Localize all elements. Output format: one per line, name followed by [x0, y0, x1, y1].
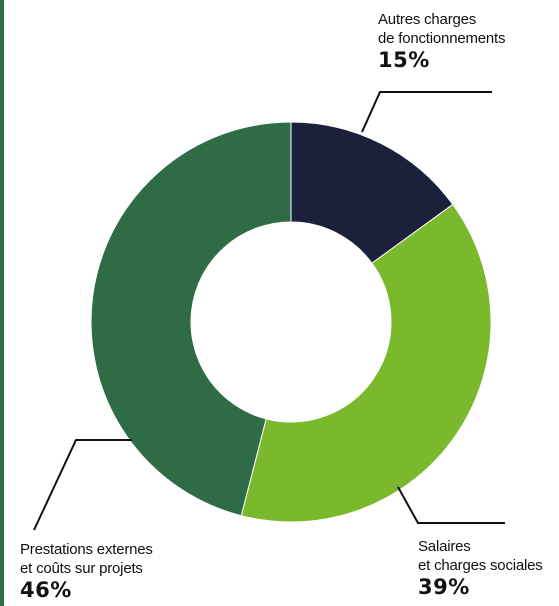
slice-label-autres-charges: Autres charges de fonctionnements 15% — [378, 10, 506, 72]
leader-line-salaires — [397, 486, 505, 524]
slice-label-line: et charges sociales — [418, 557, 543, 574]
slice-label-line: de fonctionnements — [378, 30, 506, 47]
slice-prestations — [90, 121, 292, 517]
slice-value-label: 39% — [418, 575, 470, 599]
leader-line-prestations — [33, 439, 132, 531]
slice-label-line: Salaires — [418, 538, 471, 555]
slice-value-label: 15% — [378, 48, 430, 72]
slice-label-prestations: Prestations externes et coûts sur projet… — [20, 540, 153, 602]
slice-label-line: et coûts sur projets — [20, 560, 143, 577]
slice-label-salaires: Salaires et charges sociales 39% — [418, 537, 543, 599]
left-accent-rule — [0, 0, 4, 606]
slice-salaires — [240, 203, 492, 523]
slice-label-line: Autres charges — [378, 11, 477, 28]
donut-slices — [90, 121, 492, 523]
slice-label-line: Prestations externes — [20, 541, 153, 558]
slice-value-label: 46% — [20, 578, 72, 602]
leader-lines — [33, 91, 505, 531]
leader-line-autres — [361, 91, 492, 133]
